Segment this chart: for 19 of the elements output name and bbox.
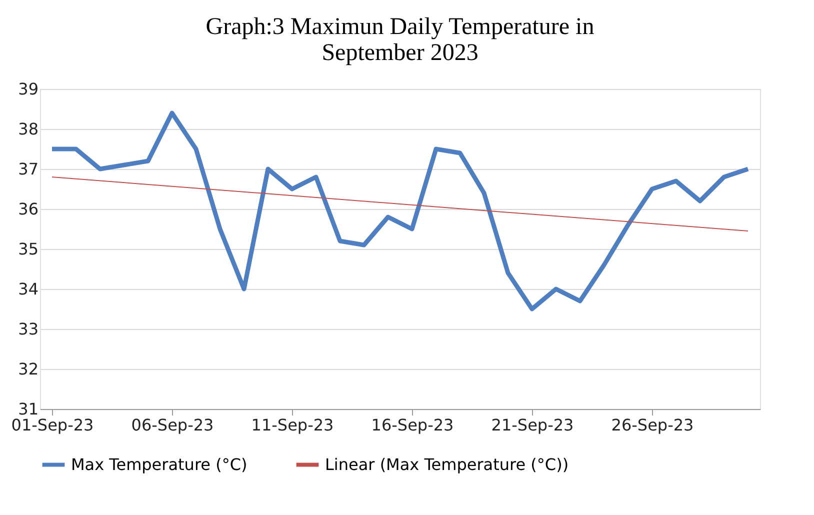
y-tick-label: 37 bbox=[18, 160, 38, 178]
x-tick-label: 11-Sep-23 bbox=[251, 416, 334, 434]
y-tick-label: 35 bbox=[18, 240, 38, 258]
y-tick-label: 34 bbox=[18, 280, 38, 298]
y-tick-label: 31 bbox=[18, 400, 38, 418]
y-tick-label: 38 bbox=[18, 120, 38, 138]
x-tick-label: 21-Sep-23 bbox=[491, 416, 574, 434]
x-tick-label: 06-Sep-23 bbox=[131, 416, 214, 434]
text: September 2023 bbox=[322, 40, 478, 66]
y-tick-label: 32 bbox=[18, 360, 38, 378]
y-tick-label: 33 bbox=[18, 320, 38, 338]
y-tick-label: 39 bbox=[18, 80, 38, 98]
legend-label: Max Temperature (°C) bbox=[71, 454, 248, 474]
y-tick-label: 36 bbox=[18, 200, 38, 218]
text: Graph:3 Maximun Daily Temperature in bbox=[206, 14, 594, 40]
x-tick-label: 26-Sep-23 bbox=[611, 416, 694, 434]
x-tick-label: 16-Sep-23 bbox=[371, 416, 454, 434]
x-tick-label: 01-Sep-23 bbox=[11, 416, 94, 434]
legend-label: Linear (Max Temperature (°C)) bbox=[325, 454, 569, 474]
